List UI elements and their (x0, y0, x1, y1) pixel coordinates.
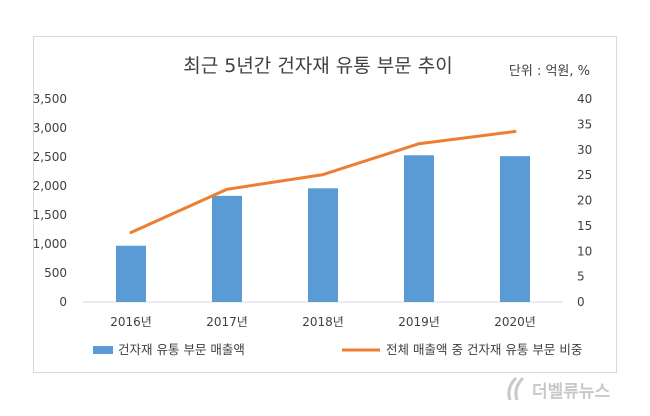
y-left-tick-label: 0 (59, 295, 67, 309)
y-left-tick-label: 3,500 (33, 92, 67, 106)
x-axis-ticks: 2016년 2017년 2018년 2019년 2020년 (110, 315, 536, 329)
legend-line-label: 전체 매출액 중 건자재 유통 부문 비중 (386, 342, 582, 357)
x-tick-label: 2020년 (494, 315, 536, 329)
x-tick-label: 2018년 (302, 315, 344, 329)
y-axis-left: 0 500 1,000 1,500 2,000 2,500 3,000 3,500 (33, 92, 67, 309)
chart-title: 최근 5년간 건자재 유통 부문 추이 (183, 55, 453, 77)
legend-bar-label: 건자재 유통 부문 매출액 (118, 342, 245, 357)
watermark: 더벨류뉴스 (507, 376, 611, 402)
y-left-tick-label: 2,500 (33, 150, 67, 164)
y-right-tick-label: 10 (577, 244, 592, 258)
bar (212, 195, 242, 302)
legend: 건자재 유통 부문 매출액 전체 매출액 중 건자재 유통 부문 비중 (93, 342, 582, 357)
y-right-tick-label: 5 (577, 270, 585, 284)
y-left-tick-label: 500 (44, 266, 67, 280)
y-right-tick-label: 30 (577, 143, 592, 157)
x-tick-label: 2019년 (398, 315, 440, 329)
y-right-tick-label: 15 (577, 219, 592, 233)
bar-series (116, 155, 530, 302)
y-left-tick-label: 1,500 (33, 208, 67, 222)
y-axis-right: 0 5 10 15 20 25 30 35 40 (577, 92, 592, 309)
y-right-tick-label: 35 (577, 117, 592, 131)
watermark-logo-icon (507, 376, 525, 401)
bar (404, 155, 434, 302)
y-right-tick-label: 20 (577, 194, 592, 208)
y-left-tick-label: 3,000 (33, 121, 67, 135)
y-left-tick-label: 2,000 (33, 179, 67, 193)
bar (116, 245, 146, 302)
y-right-tick-label: 25 (577, 168, 592, 182)
line-series (129, 130, 517, 234)
legend-bar-swatch (93, 346, 113, 354)
unit-note: 단위 : 억원, % (509, 64, 590, 79)
x-tick-label: 2016년 (110, 315, 152, 329)
watermark-text: 더벨류뉴스 (532, 382, 611, 402)
y-right-tick-label: 0 (577, 295, 585, 309)
y-right-tick-label: 40 (577, 92, 592, 106)
bar (500, 156, 530, 302)
series-line (129, 130, 517, 234)
x-tick-label: 2017년 (206, 315, 248, 329)
y-left-tick-label: 1,000 (33, 237, 67, 251)
bar (308, 188, 338, 302)
